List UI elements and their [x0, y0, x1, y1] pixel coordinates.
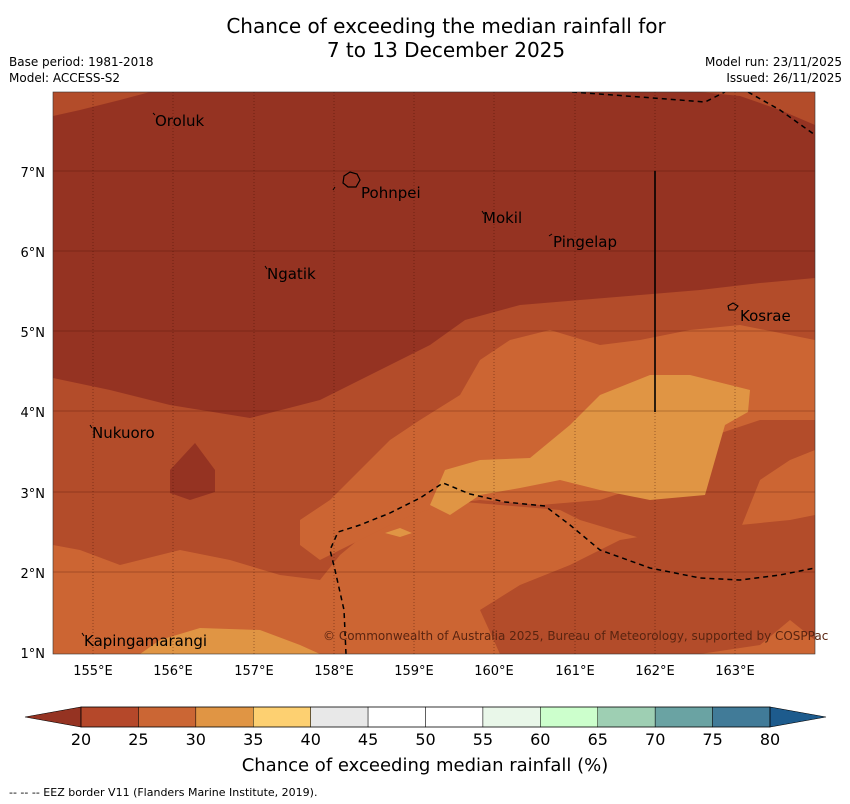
x-tick-160e: 160°E: [474, 664, 514, 679]
x-tick-157e: 157°E: [234, 664, 274, 679]
colorbar-cell-60-65: [540, 706, 599, 728]
place-label-oroluk: Oroluk: [155, 112, 204, 130]
y-tick-2n: 2°N: [21, 567, 46, 582]
y-tick-3n: 3°N: [21, 487, 46, 502]
model-run-label: Model run: 23/11/2025: [704, 55, 842, 69]
band-20-25-top-patch: [53, 92, 150, 116]
x-tick-159e: 159°E: [394, 664, 434, 679]
y-tick-5n: 5°N: [21, 326, 46, 341]
y-tick-4n: 4°N: [21, 406, 46, 421]
oroluk-marker: [152, 112, 156, 116]
colorbar-cell-30-35: [195, 706, 254, 728]
model-label: Model: ACCESS-S2: [9, 71, 121, 85]
map-title-line2: 7 to 13 December 2025: [326, 38, 566, 62]
cbar-tick-55: 55: [473, 730, 493, 749]
colorbar-tick-labels: 20 25 30 35 40 45 50 55 60 65 70 75 80: [71, 730, 780, 749]
cbar-tick-50: 50: [415, 730, 435, 749]
map-frame: [52, 91, 816, 655]
band-20-25-ne-patch: [700, 92, 815, 125]
cbar-tick-35: 35: [243, 730, 263, 749]
x-tick-158e: 158°E: [314, 664, 354, 679]
colorbar: 20 25 30 35 40 45 50 55 60 65 70 75 80: [24, 706, 827, 749]
cbar-tick-70: 70: [645, 730, 665, 749]
place-label-kosrae: Kosrae: [740, 307, 791, 325]
cbar-tick-25: 25: [128, 730, 148, 749]
band-20-25-se: [480, 515, 815, 654]
colorbar-cells: [80, 706, 771, 728]
colorbar-cell-65-70: [597, 706, 656, 728]
rainfall-contours: [53, 92, 815, 654]
pingelap-marker: [548, 233, 553, 237]
colorbar-cell-55-60: [482, 706, 541, 728]
colorbar-cell-75-80: [712, 706, 771, 728]
x-tick-156e: 156°E: [153, 664, 193, 679]
band-30-35-sliver: [385, 528, 412, 537]
x-tick-162e: 162°E: [635, 664, 675, 679]
colorbar-cell-50-55: [425, 706, 484, 728]
place-label-mokil: Mokil: [483, 209, 522, 227]
colorbar-title: Chance of exceeding median rainfall (%): [241, 755, 609, 776]
kosrae-island: [727, 302, 739, 311]
colorbar-cell-40-45: [310, 706, 369, 728]
cbar-tick-45: 45: [358, 730, 378, 749]
x-tick-155e: 155°E: [73, 664, 113, 679]
colorbar-over-arrow: [769, 706, 827, 728]
map-title-line1: Chance of exceeding the median rainfall …: [226, 14, 666, 38]
pohnpei-islet: [332, 186, 336, 191]
cbar-tick-60: 60: [530, 730, 550, 749]
colorbar-cell-20-25: [80, 706, 139, 728]
kapingamarangi-marker: [81, 632, 85, 637]
base-period-label: Base period: 1981-2018: [9, 55, 154, 69]
eez-borders: [329, 92, 815, 654]
x-tick-163e: 163°E: [715, 664, 755, 679]
colorbar-cell-35-40: [253, 706, 311, 728]
place-label-pohnpei: Pohnpei: [361, 184, 421, 202]
place-label-kapingamarangi: Kapingamarangi: [84, 632, 207, 650]
cbar-tick-75: 75: [702, 730, 722, 749]
colorbar-cell-70-75: [654, 706, 713, 728]
y-tick-7n: 7°N: [21, 166, 46, 181]
colorbar-cell-25-30: [138, 706, 197, 728]
band-30-35: [430, 375, 750, 515]
cbar-tick-40: 40: [301, 730, 321, 749]
colorbar-frame: [80, 706, 771, 728]
band-30-35-south: [140, 628, 320, 654]
place-labels: Oroluk Pohnpei Mokil Pingelap Ngatik Kos…: [81, 112, 791, 650]
y-axis-labels: 7°N 6°N 5°N 4°N 3°N 2°N 1°N: [21, 166, 46, 662]
mokil-marker: [481, 210, 485, 215]
place-label-pingelap: Pingelap: [553, 233, 617, 251]
colorbar-under-arrow: [24, 706, 82, 728]
cbar-tick-65: 65: [588, 730, 608, 749]
latitude-lines: [53, 170, 815, 573]
pohnpei-island: [342, 171, 361, 188]
place-label-ngatik: Ngatik: [267, 265, 316, 283]
place-label-nukuoro: Nukuoro: [92, 424, 155, 442]
y-tick-6n: 6°N: [21, 246, 46, 261]
eez-footnote: -- -- -- EEZ border V11 (Flanders Marine…: [9, 786, 318, 799]
dark-patch-nukuoro: [170, 443, 215, 500]
copyright-notice: © Commonwealth of Australia 2025, Bureau…: [323, 629, 828, 643]
y-tick-1n: 1°N: [21, 647, 46, 662]
x-axis-labels: 155°E 156°E 157°E 158°E 159°E 160°E 161°…: [73, 664, 755, 679]
colorbar-cell-45-50: [367, 706, 426, 728]
x-tick-161e: 161°E: [555, 664, 595, 679]
cbar-tick-80: 80: [760, 730, 780, 749]
cbar-tick-20: 20: [71, 730, 91, 749]
ngatik-marker: [264, 265, 268, 270]
cbar-tick-30: 30: [186, 730, 206, 749]
nukuoro-marker: [89, 424, 93, 429]
issued-label: Issued: 26/11/2025: [726, 71, 842, 85]
